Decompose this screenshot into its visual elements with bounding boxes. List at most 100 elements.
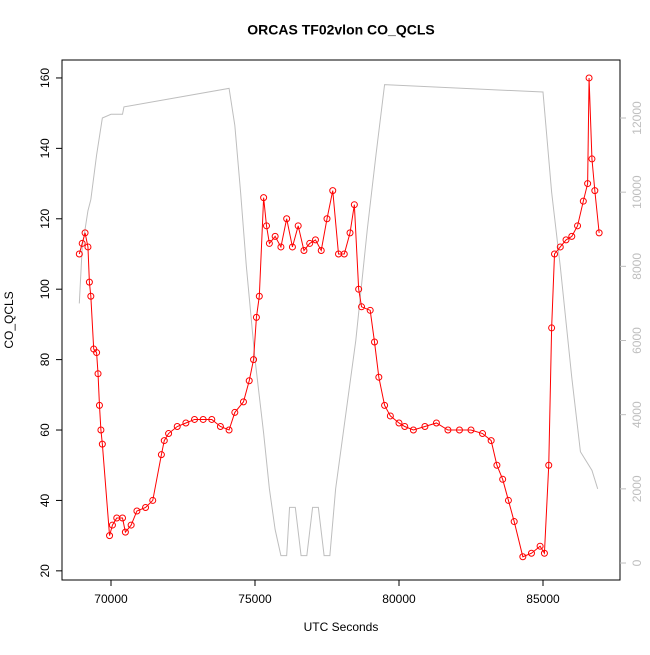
point bbox=[81, 229, 89, 237]
point bbox=[208, 415, 216, 423]
point bbox=[585, 74, 593, 82]
y-tick-label: 80 bbox=[38, 353, 52, 367]
point bbox=[551, 250, 559, 258]
point bbox=[260, 194, 268, 202]
point bbox=[536, 542, 544, 550]
point bbox=[346, 229, 354, 237]
point bbox=[375, 373, 383, 381]
point bbox=[548, 324, 556, 332]
y-axis-label: CO_QCLS bbox=[2, 291, 16, 348]
point bbox=[263, 222, 271, 230]
y2-tick-label: 2000 bbox=[630, 475, 644, 502]
y2-tick-label: 8000 bbox=[630, 253, 644, 280]
point bbox=[350, 201, 358, 209]
point bbox=[245, 377, 253, 385]
point bbox=[300, 246, 308, 254]
point bbox=[371, 338, 379, 346]
y-tick-label: 40 bbox=[38, 493, 52, 507]
point bbox=[75, 250, 83, 258]
point bbox=[306, 239, 314, 247]
point bbox=[386, 412, 394, 420]
point bbox=[216, 422, 224, 430]
plot-frame bbox=[61, 59, 621, 581]
point bbox=[127, 521, 135, 529]
x-tick-label: 85000 bbox=[526, 592, 560, 606]
point bbox=[94, 370, 102, 378]
point bbox=[401, 422, 409, 430]
point bbox=[584, 180, 592, 188]
point bbox=[277, 243, 285, 251]
point bbox=[510, 518, 518, 526]
point bbox=[595, 229, 603, 237]
point bbox=[250, 356, 258, 364]
y-tick-label: 20 bbox=[38, 564, 52, 578]
y2-tick-label: 4000 bbox=[630, 401, 644, 428]
point bbox=[467, 426, 475, 434]
point bbox=[556, 243, 564, 251]
series-line bbox=[78, 84, 599, 557]
point bbox=[588, 155, 596, 163]
point bbox=[119, 514, 127, 522]
x-tick-label: 75000 bbox=[238, 592, 272, 606]
point bbox=[591, 187, 599, 195]
point bbox=[133, 507, 141, 515]
point bbox=[504, 496, 512, 504]
point bbox=[87, 292, 95, 300]
point bbox=[579, 197, 587, 205]
point bbox=[317, 246, 325, 254]
point bbox=[381, 401, 389, 409]
point bbox=[432, 419, 440, 427]
point bbox=[409, 426, 417, 434]
chart-title: ORCAS TF02vlon CO_QCLS bbox=[247, 22, 434, 38]
point bbox=[479, 430, 487, 438]
y-tick-label: 100 bbox=[38, 279, 52, 299]
point bbox=[265, 239, 273, 247]
point bbox=[182, 419, 190, 427]
point bbox=[78, 239, 86, 247]
point bbox=[173, 422, 181, 430]
x-tick-label: 70000 bbox=[94, 592, 128, 606]
point bbox=[271, 232, 279, 240]
point bbox=[355, 285, 363, 293]
x-tick-label: 80000 bbox=[382, 592, 416, 606]
point bbox=[487, 437, 495, 445]
point bbox=[121, 528, 129, 536]
point bbox=[294, 222, 302, 230]
point bbox=[288, 243, 296, 251]
point bbox=[540, 549, 548, 557]
point bbox=[98, 440, 106, 448]
point bbox=[157, 451, 165, 459]
y2-tick-label: 6000 bbox=[630, 327, 644, 354]
point bbox=[444, 426, 452, 434]
point bbox=[329, 187, 337, 195]
point bbox=[191, 415, 199, 423]
point bbox=[97, 426, 105, 434]
point bbox=[106, 532, 114, 540]
point bbox=[527, 549, 535, 557]
point bbox=[395, 419, 403, 427]
point bbox=[84, 243, 92, 251]
point bbox=[165, 430, 173, 438]
x-axis-label: UTC Seconds bbox=[304, 620, 379, 634]
point bbox=[366, 306, 374, 314]
point bbox=[340, 250, 348, 258]
point bbox=[358, 303, 366, 311]
y-tick-label: 140 bbox=[38, 138, 52, 158]
y2-tick-label: 12000 bbox=[630, 101, 644, 135]
point bbox=[95, 401, 103, 409]
point bbox=[255, 292, 263, 300]
point bbox=[568, 232, 576, 240]
y-tick-label: 60 bbox=[38, 423, 52, 437]
series-line bbox=[78, 77, 600, 558]
point bbox=[574, 222, 582, 230]
point bbox=[239, 398, 247, 406]
y2-tick-label: 0 bbox=[630, 559, 644, 566]
point bbox=[149, 496, 157, 504]
point bbox=[160, 437, 168, 445]
point bbox=[93, 349, 101, 357]
point bbox=[519, 553, 527, 561]
point bbox=[85, 278, 93, 286]
point bbox=[283, 215, 291, 223]
point bbox=[142, 503, 150, 511]
